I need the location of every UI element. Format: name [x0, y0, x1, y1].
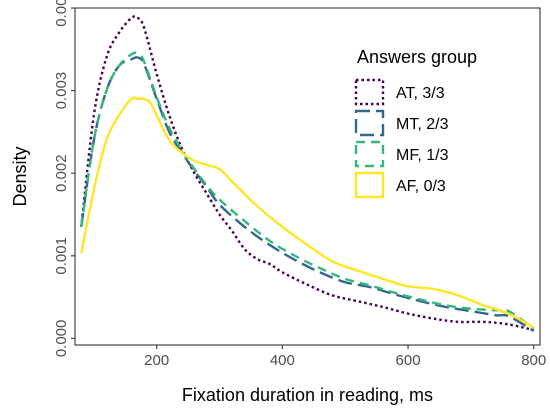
- y-tick-label: 0.003: [53, 72, 70, 110]
- series-line-2: [80, 56, 535, 332]
- legend-key-3: [354, 140, 385, 168]
- plot-area: [80, 15, 535, 332]
- legend-label-1: AT, 3/3: [396, 85, 445, 102]
- panel-border: [74, 7, 541, 346]
- x-tick-label: 200: [144, 352, 169, 369]
- y-tick-label: 0.001: [53, 237, 70, 275]
- series-line-1: [80, 15, 534, 332]
- x-axis: 200 400 600 800: [144, 345, 546, 369]
- legend-key-2: [354, 109, 385, 137]
- series-line-3: [80, 51, 535, 330]
- series-line-4: [80, 96, 535, 329]
- legend-label-4: AF, 0/3: [396, 178, 446, 195]
- y-axis: 0.000 0.001 0.002 0.003 0.004: [53, 0, 75, 357]
- legend-key-4: [354, 171, 385, 199]
- legend-label-3: MF, 1/3: [396, 147, 449, 164]
- legend: Answers group AT, 3/3 MT, 2/3 MF, 1/3 AF, 0…: [354, 47, 477, 199]
- x-tick-label: 400: [270, 352, 295, 369]
- legend-label-2: MT, 2/3: [396, 116, 449, 133]
- y-tick-label: 0.000: [53, 320, 70, 358]
- x-tick-label: 800: [521, 352, 546, 369]
- x-axis-title: Fixation duration in reading, ms: [182, 385, 433, 405]
- y-axis-title: Density: [10, 146, 30, 206]
- legend-title: Answers group: [357, 47, 477, 67]
- y-tick-label: 0.002: [53, 154, 70, 192]
- legend-key-1: [354, 78, 385, 106]
- y-tick-label: 0.004: [53, 0, 70, 27]
- x-tick-label: 600: [396, 352, 421, 369]
